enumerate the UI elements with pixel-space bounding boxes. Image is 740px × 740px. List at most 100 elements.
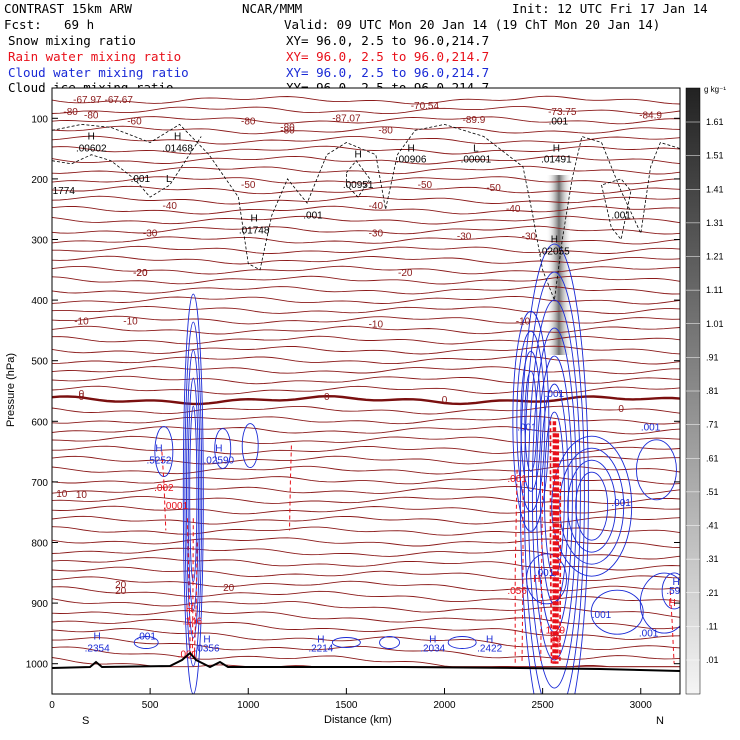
freezing-level-isotherm [52,394,680,406]
isotherm-line [52,105,680,115]
y-tick-label: 200 [31,175,48,186]
isotherm-label: -80 [241,116,256,127]
isotherm-line [52,455,680,465]
isotherm-line [52,315,680,325]
cloud-water-label: .001 [535,568,555,579]
endpoint-north: N [656,715,664,727]
cloud-water-label: .001 [639,628,659,639]
field-rain-label: Rain water mixing ratio [8,49,181,64]
isotherm-label: -30 [143,228,158,239]
isotherm-line [52,245,680,254]
isotherm-line [52,275,680,285]
cloud-ice-label: H [408,144,415,155]
cloud-water-tower-contour [523,271,585,694]
rain-label: .0001 [163,501,188,512]
isotherm-label: -30 [369,228,384,239]
cloud-ice-label: .01491 [541,155,572,166]
isotherm-line [52,355,680,365]
isotherm-label: 0 [618,404,624,415]
rain-contour [186,518,191,658]
xy-line-rain: XY= 96.0, 2.5 to 96.0,214.7 [286,49,489,64]
isotherm-label: -10 [369,319,384,330]
rain-label: H [533,574,540,585]
cloud-ice-label: L [166,174,172,185]
colorbar-level-label: 1.11 [706,285,723,295]
cloud-ice-label: .01468 [162,144,193,155]
isotherm-label: -40 [369,201,384,212]
isotherm-line [52,165,680,175]
isotherm-label: -87.07 [332,113,361,124]
cloud-water-label: H [94,631,101,642]
isotherm-label: -50 [241,180,256,191]
valid-time: Valid: 09 UTC Mon 20 Jan 14 (19 ChT Mon … [284,17,660,32]
cloud-water-contour [512,310,550,532]
isotherm-line [52,485,680,495]
x-tick-label: 2500 [532,700,555,711]
plot-frame [51,87,681,695]
rain-contours [161,421,675,664]
x-tick-label: 500 [142,700,159,711]
colorbar-level-label: 1.31 [706,218,724,228]
isotherm-line [52,125,680,135]
isotherm-label: -80 [280,125,295,136]
cloud-water-contour [661,572,680,610]
xy-line-snow: XY= 96.0, 2.5 to 96.0,214.7 [286,33,489,48]
isotherm-line [52,628,680,651]
cloud-water-contour [133,636,159,649]
isotherm-line [52,646,680,668]
cloud-ice-label: .01748 [239,225,270,236]
colorbar-level-label: .21 [706,588,719,598]
init-time: Init: 12 UTC Fri 17 Jan 14 [512,1,708,16]
y-tick-label: 800 [31,539,48,550]
rain-core-contour [555,433,560,664]
cloud-water-label: .5252 [146,456,171,467]
forecast-hour: 69 h [64,17,94,32]
cloud-water-label: H [203,634,210,645]
cloud-ice-label: .001 [131,174,151,185]
y-tick-label: 500 [31,357,48,368]
model-title: CONTRAST 15km ARW [4,1,132,16]
isotherm-label: 20 [115,580,127,591]
rain-label: .002 [154,483,174,494]
isotherm-label: -40 [506,204,521,215]
isotherm-line [52,557,680,571]
cloud-water-label: H [672,577,679,588]
cloud-ice-label: .00906 [396,155,427,166]
rain-contour [161,451,167,531]
cloud-water-label: H [317,634,324,645]
y-tick-label: 400 [31,296,48,307]
isotherm-label: 0 [79,392,85,403]
y-tick-label: 600 [31,417,48,428]
cloud-ice-contour [52,136,202,198]
cloud-water-label: .001 [641,422,661,433]
isotherm-label: -20 [398,268,413,279]
isotherm-line [52,345,680,355]
isotherm-label: 0 [324,392,330,403]
y-tick-label: 1000 [26,660,49,671]
x-tick-label: 0 [49,700,55,711]
isotherm-line [52,515,680,525]
cloud-water-tower-contour [184,321,203,667]
isotherm-line [52,637,680,660]
colorbar-level-label: .31 [706,554,719,564]
isotherm-label: -70.54 [411,101,440,112]
colorbar-level-label: 1.21 [706,252,724,262]
cloud-water-tower-contour [527,299,581,689]
cloud-ice-label: L [473,144,479,155]
cloud-water-contours [133,243,680,694]
isotherm-line [52,176,680,185]
rain-contour [549,421,553,664]
cloud-water-contour [636,439,677,501]
cloud-water-label: .02590 [204,456,235,467]
colorbar-level-label: .01 [706,655,719,665]
isotherm-label: -20 [133,268,148,279]
rain-contour [191,518,194,658]
cloud-water-tower-contour [186,349,201,639]
cloud-ice-label: H [355,150,362,161]
isotherm-label: 0 [442,395,448,406]
isotherm-line [52,586,680,603]
isotherm-label: 10 [76,490,88,501]
colorbar-level-label: .81 [706,386,719,396]
xy-line-cloud-water: XY= 96.0, 2.5 to 96.0,214.7 [286,65,489,80]
